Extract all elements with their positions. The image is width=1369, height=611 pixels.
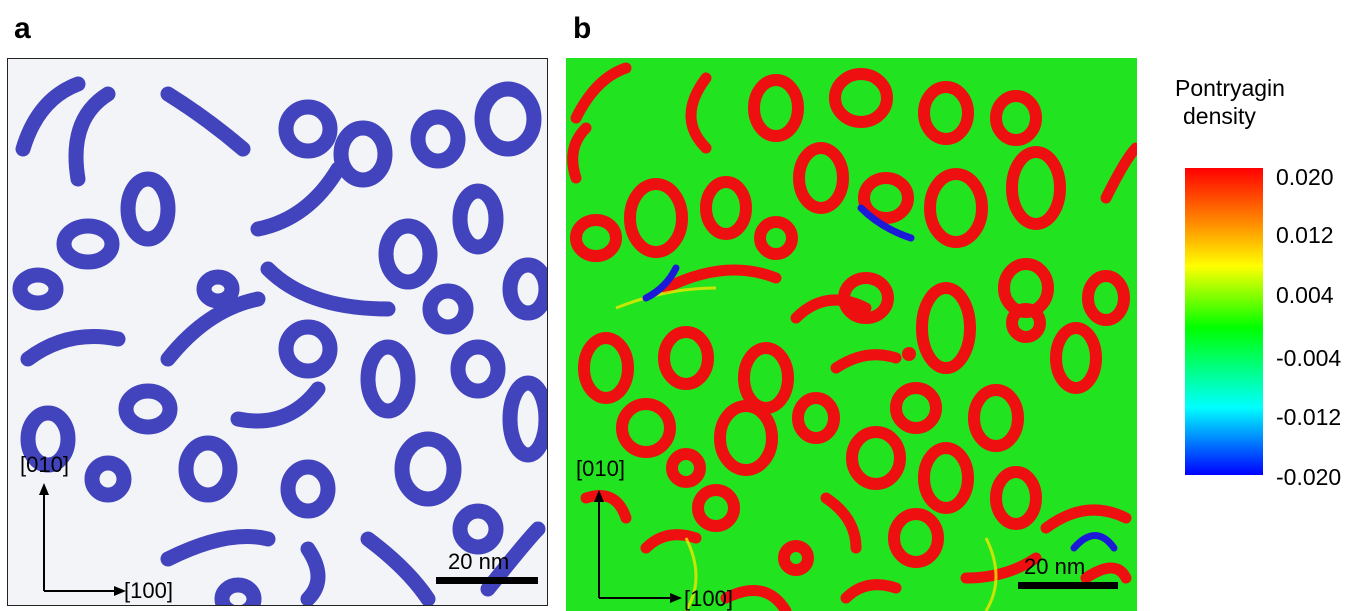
panel-b-axes	[594, 490, 682, 603]
panel-b-rings	[567, 62, 1137, 611]
panel-a-domains	[12, 76, 547, 605]
panel-b-y-arrowhead	[594, 490, 604, 502]
panel-b-dot	[902, 347, 916, 361]
colorbar-tick: -0.012	[1276, 404, 1342, 430]
colorbar-tick: -0.004	[1276, 345, 1342, 371]
colorbar-tick: 0.004	[1276, 282, 1334, 308]
panel-b-scale-bar	[1018, 582, 1118, 589]
panel-b-axis-x-label: [100]	[684, 586, 733, 611]
panel-a-axes	[39, 483, 126, 596]
colorbar-title-line2: density	[1183, 103, 1256, 129]
panel-b-ring-group	[570, 68, 1130, 576]
panel-b-arc-group	[567, 62, 1137, 611]
panel-a-axis-x-label: [100]	[124, 578, 173, 603]
colorbar-tick: 0.020	[1276, 164, 1334, 190]
panel-a-scale-text: 20 nm	[448, 549, 510, 574]
panel-a-label: a	[14, 12, 31, 45]
panel-b-label: b	[573, 12, 592, 45]
colorbar-title-line1: Pontryagin	[1175, 75, 1285, 101]
panel-b-scale-text: 20 nm	[1024, 554, 1086, 579]
panel-a-domain-group	[12, 76, 547, 605]
panel-a-y-arrowhead	[39, 483, 49, 495]
panel-b-x-arrowhead	[670, 593, 682, 603]
panel-a-axis-y-label: [010]	[20, 452, 69, 477]
panel-a-scale-bar	[436, 577, 538, 584]
panel-b-weak-arc-group	[615, 286, 998, 611]
panel-b-density-map: [010] [100] 20 nm	[566, 58, 1137, 611]
panel-a-x-arrowhead	[114, 586, 126, 596]
panel-b-axis-y-label: [010]	[576, 456, 625, 481]
panel-a-magnetization-map: [010] [100] 20 nm	[7, 58, 548, 606]
colorbar-gradient	[1185, 168, 1263, 475]
panel-b-negative-group	[642, 204, 1118, 552]
colorbar-tick: -0.020	[1276, 464, 1342, 490]
colorbar-tick: 0.012	[1276, 222, 1334, 248]
